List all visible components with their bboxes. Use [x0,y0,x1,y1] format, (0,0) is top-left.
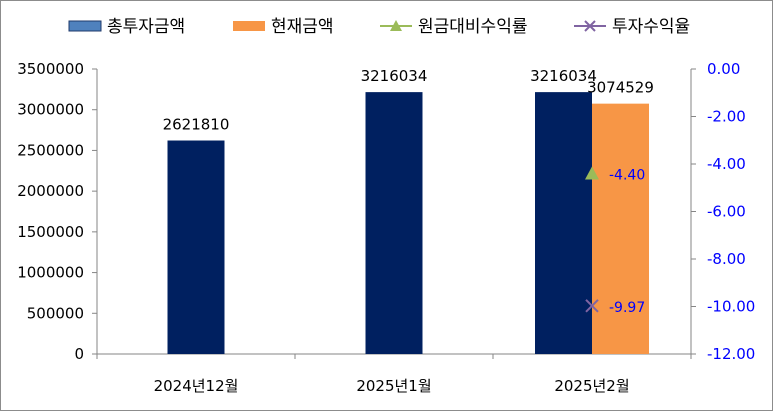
legend-swatch [233,21,265,31]
right-tick-label: -4.00 [707,155,746,173]
left-tick-label: 1000000 [17,264,84,282]
left-tick-label: 2000000 [17,182,84,200]
right-tick-label: -10.00 [707,298,755,316]
right-tick-label: -12.00 [707,345,755,363]
bar [167,140,225,354]
right-tick-label: 0.00 [707,60,740,78]
point-data-label: -4.40 [609,168,645,184]
category-label: 2025년2월 [554,377,629,395]
bar [592,103,649,354]
legend-x-marker [584,20,596,32]
bar-data-label: 2621810 [163,116,230,134]
right-tick-label: -8.00 [707,250,746,268]
bar [365,92,423,354]
category-label: 2025년1월 [356,377,431,395]
bar-data-label: 3216034 [361,67,428,85]
left-tick-label: 3000000 [17,101,84,119]
category-label: 2024년12월 [154,377,239,395]
bar-data-label: 3074529 [587,79,654,97]
legend-label: 총투자금액 [107,17,185,37]
left-tick-label: 3500000 [17,60,84,78]
legend-label: 원금대비수익률 [418,17,527,37]
legend-swatch [68,20,102,32]
point-data-label: -9.97 [609,300,645,316]
legend-label: 투자수익율 [612,17,690,37]
bar [535,92,592,354]
x-point-marker [585,299,599,313]
right-tick-label: -2.00 [707,108,746,126]
left-tick-label: 500000 [27,304,84,322]
legend-triangle-marker [390,20,402,31]
legend-label: 현재금액 [271,17,334,37]
left-tick-label: 2500000 [17,141,84,159]
left-tick-label: 0 [74,345,84,363]
bar-data-label: 3216034 [530,67,597,85]
triangle-point-marker [585,166,599,180]
left-tick-label: 1500000 [17,223,84,241]
right-tick-label: -6.00 [707,203,746,221]
